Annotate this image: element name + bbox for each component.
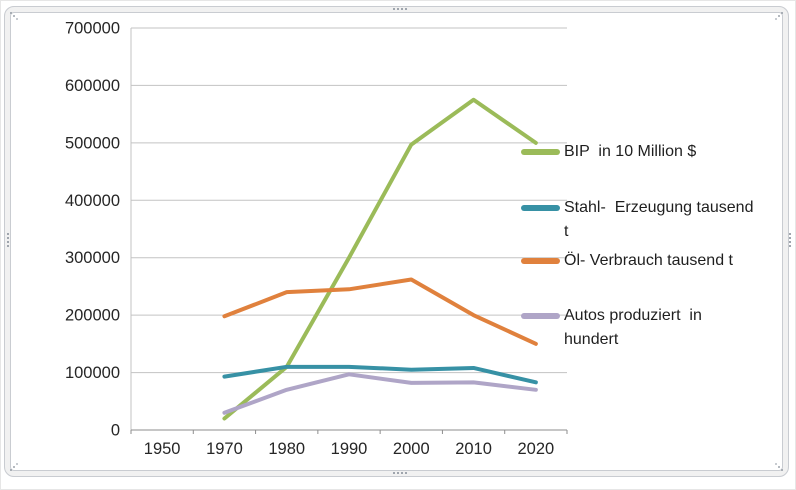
x-axis-label: 1990 xyxy=(331,440,368,458)
legend-label-stahl: Stahl- Erzeugung tausend t xyxy=(564,199,754,240)
resize-handle-top[interactable] xyxy=(393,8,407,10)
resize-handle-top-right[interactable] xyxy=(781,12,783,14)
legend-swatch-stahl xyxy=(521,205,560,211)
y-axis-label: 400000 xyxy=(65,192,120,210)
legend-swatch-oel xyxy=(521,258,560,264)
y-axis-label: 300000 xyxy=(65,249,120,267)
legend-entry-bip[interactable]: BIP in 10 Million $ xyxy=(520,140,778,164)
x-axis-label: 1980 xyxy=(268,440,305,458)
legend-label-oel: Öl- Verbrauch tausend t xyxy=(564,252,733,269)
legend-swatch-autos xyxy=(521,313,560,319)
resize-handle-right[interactable] xyxy=(789,233,791,247)
legend-label-autos: Autos produziert in hundert xyxy=(564,307,702,348)
resize-handle-bottom-left[interactable] xyxy=(10,469,12,471)
x-axis-label: 1970 xyxy=(206,440,243,458)
series-line-2[interactable] xyxy=(222,277,538,346)
series-line-0[interactable] xyxy=(222,97,538,421)
resize-handle-left[interactable] xyxy=(7,233,9,247)
resize-handle-bottom-right[interactable] xyxy=(781,469,783,471)
series-line-3[interactable] xyxy=(222,372,538,415)
legend-swatch-bip xyxy=(521,149,560,155)
legend-entry-oel[interactable]: Öl- Verbrauch tausend t xyxy=(520,249,778,273)
y-axis-label: 700000 xyxy=(65,20,120,38)
x-axis-label: 2010 xyxy=(455,440,492,458)
y-axis-label: 100000 xyxy=(65,364,120,382)
legend-label-bip: BIP in 10 Million $ xyxy=(564,143,697,160)
x-axis-label: 2000 xyxy=(393,440,430,458)
x-axis-label: 2020 xyxy=(517,440,554,458)
resize-handle-bottom[interactable] xyxy=(393,472,407,474)
resize-handle-top-left[interactable] xyxy=(10,12,12,14)
series-line-1[interactable] xyxy=(222,364,538,385)
legend-entry-autos[interactable]: Autos produziert in hundert xyxy=(520,304,778,352)
y-axis-label: 600000 xyxy=(65,77,120,95)
x-axis-label: 1950 xyxy=(144,440,181,458)
y-axis-label: 200000 xyxy=(65,307,120,325)
y-axis-label: 0 xyxy=(111,422,120,440)
y-axis-label: 500000 xyxy=(65,134,120,152)
legend-entry-stahl[interactable]: Stahl- Erzeugung tausend t xyxy=(520,196,778,244)
